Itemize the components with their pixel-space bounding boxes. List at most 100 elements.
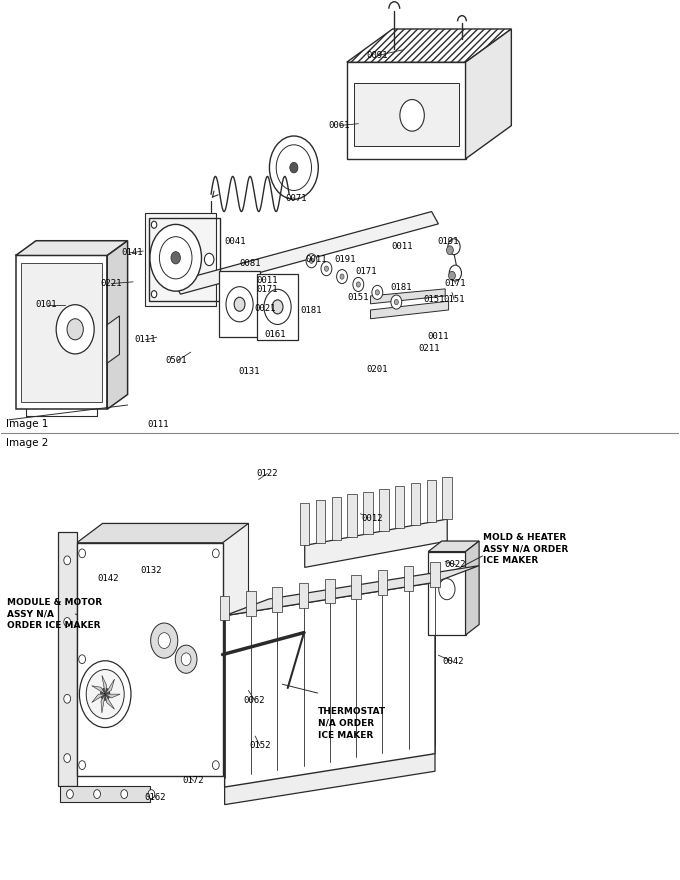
Polygon shape — [354, 83, 459, 146]
Circle shape — [321, 261, 332, 275]
Text: 0101: 0101 — [35, 300, 57, 309]
Text: Image 1: Image 1 — [6, 420, 48, 429]
Polygon shape — [102, 675, 107, 694]
Circle shape — [67, 789, 73, 798]
Text: MOLD & HEATER
ASSY N/A ORDER
ICE MAKER: MOLD & HEATER ASSY N/A ORDER ICE MAKER — [483, 532, 568, 565]
Text: MODULE & MOTOR
ASSY N/A
ORDER ICE MAKER: MODULE & MOTOR ASSY N/A ORDER ICE MAKER — [7, 598, 103, 630]
Polygon shape — [146, 213, 216, 305]
Circle shape — [151, 623, 177, 658]
Text: 0151: 0151 — [347, 293, 369, 302]
Circle shape — [306, 253, 317, 268]
Polygon shape — [60, 786, 150, 802]
Circle shape — [80, 661, 131, 728]
Circle shape — [290, 162, 298, 172]
Circle shape — [90, 590, 95, 598]
Text: 0041: 0041 — [225, 237, 246, 246]
Circle shape — [356, 282, 360, 287]
Text: 0111: 0111 — [148, 420, 169, 429]
Circle shape — [64, 694, 71, 703]
Polygon shape — [105, 679, 114, 694]
Text: 0162: 0162 — [145, 793, 166, 802]
Text: 0011: 0011 — [392, 242, 413, 251]
Text: 0011: 0011 — [305, 254, 327, 263]
Text: 0131: 0131 — [238, 367, 260, 376]
Polygon shape — [299, 583, 308, 607]
Text: 0191: 0191 — [438, 237, 459, 246]
Polygon shape — [139, 530, 154, 603]
Polygon shape — [224, 612, 435, 804]
Circle shape — [56, 304, 94, 354]
Polygon shape — [325, 579, 335, 604]
Text: 0021: 0021 — [254, 304, 276, 312]
Polygon shape — [273, 587, 282, 612]
Circle shape — [67, 319, 84, 340]
Text: 0191: 0191 — [335, 254, 356, 263]
Circle shape — [448, 238, 460, 254]
Circle shape — [309, 258, 313, 263]
Text: 0171: 0171 — [355, 267, 377, 275]
Circle shape — [449, 265, 462, 281]
Circle shape — [272, 300, 283, 314]
Circle shape — [212, 760, 219, 769]
Circle shape — [337, 269, 347, 283]
Polygon shape — [16, 241, 128, 255]
Circle shape — [212, 549, 219, 558]
Polygon shape — [21, 262, 102, 402]
Polygon shape — [300, 503, 309, 546]
Polygon shape — [428, 552, 466, 635]
Circle shape — [90, 546, 95, 554]
Polygon shape — [466, 29, 511, 159]
Circle shape — [353, 277, 364, 291]
Text: 0501: 0501 — [166, 356, 187, 365]
Circle shape — [94, 789, 101, 798]
Polygon shape — [377, 570, 387, 595]
Text: 0141: 0141 — [122, 248, 143, 257]
Circle shape — [449, 271, 456, 280]
Text: 0011: 0011 — [256, 275, 278, 284]
Circle shape — [400, 99, 424, 131]
Text: 0211: 0211 — [419, 344, 441, 353]
Polygon shape — [77, 524, 248, 543]
Text: 0172: 0172 — [183, 776, 204, 786]
Text: 0142: 0142 — [97, 575, 119, 583]
Text: 0081: 0081 — [239, 259, 261, 268]
Polygon shape — [219, 271, 260, 337]
Polygon shape — [426, 480, 436, 522]
Circle shape — [269, 136, 318, 199]
Circle shape — [439, 579, 455, 599]
Circle shape — [152, 290, 157, 297]
Circle shape — [101, 688, 110, 700]
Text: 0071: 0071 — [285, 194, 307, 203]
Circle shape — [447, 246, 454, 254]
Polygon shape — [443, 477, 452, 519]
Polygon shape — [77, 543, 222, 775]
Text: 0132: 0132 — [141, 566, 162, 575]
Circle shape — [159, 237, 192, 279]
Polygon shape — [92, 686, 105, 694]
Polygon shape — [430, 562, 440, 587]
Polygon shape — [107, 316, 120, 363]
Text: 0201: 0201 — [367, 365, 388, 374]
Text: 0122: 0122 — [256, 469, 278, 478]
Circle shape — [79, 760, 86, 769]
Polygon shape — [347, 495, 357, 537]
Text: 0161: 0161 — [265, 330, 286, 339]
Text: 0061: 0061 — [328, 121, 350, 130]
Polygon shape — [428, 541, 479, 552]
Text: 0181: 0181 — [301, 306, 322, 315]
Text: 0022: 0022 — [445, 561, 466, 569]
Polygon shape — [347, 62, 466, 159]
Text: 0111: 0111 — [135, 335, 156, 344]
Polygon shape — [88, 530, 154, 541]
Polygon shape — [305, 519, 447, 568]
Polygon shape — [257, 274, 298, 340]
Polygon shape — [347, 29, 511, 62]
Polygon shape — [174, 211, 439, 294]
Circle shape — [205, 253, 214, 266]
Circle shape — [111, 564, 127, 585]
Polygon shape — [107, 241, 128, 409]
Polygon shape — [105, 694, 120, 698]
Circle shape — [175, 645, 197, 673]
Polygon shape — [411, 483, 420, 525]
Polygon shape — [363, 492, 373, 533]
